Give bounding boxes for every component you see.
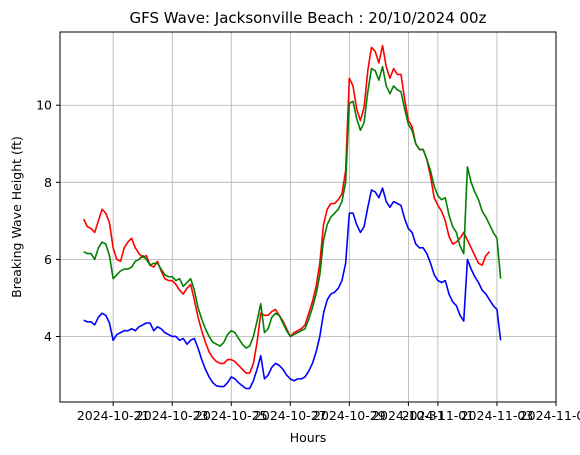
x-tick-label: 2024-10-23 (136, 408, 209, 423)
x-tick-label: 2024-11-01 (402, 408, 475, 423)
series-lines (82, 44, 502, 390)
y-axis-label: Breaking Wave Height (ft) (9, 136, 24, 298)
x-tick-label: 2024-11-05 (520, 408, 580, 423)
chart-title: GFS Wave: Jacksonville Beach : 20/10/202… (130, 9, 487, 27)
x-tick-label: 2024-10-27 (254, 408, 327, 423)
x-tick-label: 2024-11-03 (461, 408, 534, 423)
x-tick-label: 2024-10-21 (77, 408, 150, 423)
y-tick-label: 4 (44, 329, 52, 344)
grid (60, 32, 557, 402)
y-tick-label: 10 (36, 98, 52, 113)
x-tick-label: 2024-10-29 (313, 408, 386, 423)
x-tick-label: 2024-10-25 (195, 408, 268, 423)
axis-ticks: 2024-10-212024-10-232024-10-252024-10-27… (36, 98, 580, 423)
plot-frame (59, 31, 557, 403)
y-tick-label: 8 (44, 175, 52, 190)
x-axis-label: Hours (290, 430, 327, 445)
series-line-blue (83, 187, 502, 390)
series-line-green (83, 65, 502, 349)
x-tick-label: 2024-10-31 (372, 408, 445, 423)
y-tick-label: 6 (44, 252, 52, 267)
